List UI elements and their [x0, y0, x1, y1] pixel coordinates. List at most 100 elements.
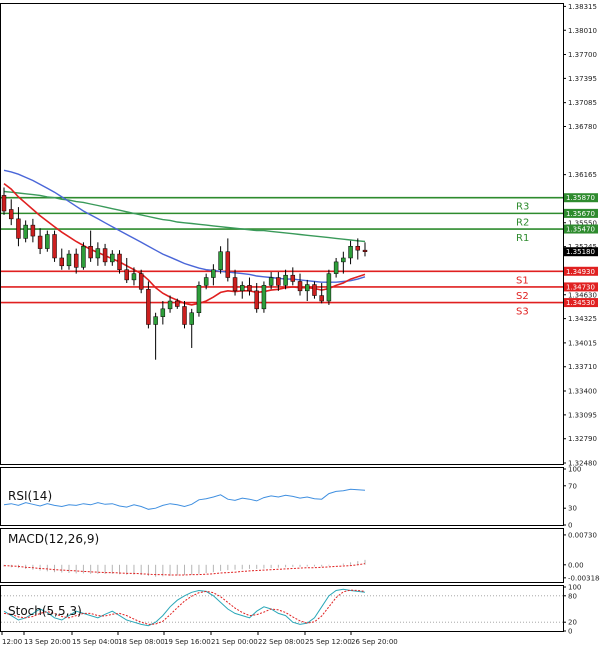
- candle-body-up: [189, 312, 194, 325]
- time-x-axis: 12:00 13 Sep 20:00 15 Sep 04:00 18 Sep 08:0…: [1, 632, 398, 646]
- candle: [175, 298, 180, 309]
- candle: [240, 281, 245, 299]
- level-price-label-s2: 1.34730: [566, 283, 595, 291]
- candle-body-down: [290, 274, 296, 282]
- candle-body-down: [1, 195, 7, 212]
- level-name-s2: S2: [516, 291, 529, 302]
- x-tick-label: 18 Sep 08:00: [118, 638, 165, 646]
- candle: [182, 301, 187, 329]
- candle: [37, 228, 43, 255]
- current-price-box: [564, 247, 598, 257]
- price-tick-label: 1.35245: [568, 243, 597, 251]
- candle-body-up: [326, 273, 332, 302]
- candle-body-down: [138, 273, 144, 290]
- candle-body-up: [348, 245, 353, 259]
- candle: [348, 240, 353, 265]
- level-name-r3: R3: [516, 202, 529, 213]
- candle: [326, 269, 332, 305]
- rsi-line: [3, 488, 366, 510]
- candle: [254, 283, 259, 313]
- candle-body-down: [175, 300, 180, 307]
- price-y-axis: 1.38315 1.38010 1.37700 1.37395 1.37085 1.367…: [563, 3, 597, 468]
- price-tick-label: 1.37700: [568, 51, 597, 59]
- macd-tick-label: 0.00: [568, 561, 584, 569]
- price-tick-label: 1.32790: [568, 435, 597, 443]
- x-tick-label: 19 Sep 16:00: [164, 638, 211, 646]
- candle: [211, 264, 216, 286]
- candle: [23, 220, 28, 243]
- candle: [66, 250, 72, 270]
- candle-body-up: [95, 248, 101, 259]
- candle: [276, 272, 281, 291]
- x-tick-label: 22 Sep 08:00: [258, 638, 305, 646]
- candle-body-down: [146, 289, 151, 325]
- candle: [16, 207, 21, 247]
- candle: [341, 251, 346, 274]
- candle: [124, 257, 129, 284]
- candle: [203, 273, 209, 290]
- candle: [167, 295, 173, 313]
- candle: [160, 301, 166, 325]
- candle-body-up: [305, 284, 310, 292]
- candle-body-down: [232, 277, 238, 292]
- candle: [95, 242, 101, 266]
- stoch-tick-label: 100: [568, 584, 581, 592]
- price-tick-label: 1.33095: [568, 411, 597, 419]
- level-price-label-s3: 1.34530: [566, 299, 595, 307]
- candle: [305, 279, 310, 302]
- candle: [261, 281, 267, 313]
- candle-body-up: [333, 261, 339, 274]
- candle: [131, 267, 137, 286]
- macd-signal-line: [3, 563, 366, 576]
- current-price-label: 1.35180: [566, 248, 595, 256]
- x-tick-label: 25 Sep 12:00: [305, 638, 352, 646]
- candle-body-down: [312, 284, 317, 296]
- candle-body-up: [268, 277, 274, 286]
- rsi-tick-label: 30: [568, 505, 577, 513]
- price-tick-label: 1.37085: [568, 99, 597, 107]
- candle-body-up: [211, 269, 216, 278]
- candle-body-down: [16, 218, 21, 239]
- candle-body-up: [167, 300, 173, 310]
- level-price-label-r1: 1.35470: [566, 226, 595, 234]
- candle: [189, 308, 194, 348]
- candle-body-up: [160, 308, 166, 317]
- candle-body-down: [117, 253, 122, 270]
- level-price-box-s3: [564, 298, 598, 308]
- candle-body-up: [203, 277, 209, 286]
- rsi-title: RSI(14): [8, 489, 52, 503]
- price-tick-label: 1.35550: [568, 219, 597, 227]
- stoch-tick-label: 20: [568, 619, 577, 627]
- candle-body-down: [225, 251, 231, 278]
- candle: [138, 269, 144, 294]
- candle: [102, 243, 108, 266]
- candle-body-down: [30, 224, 36, 237]
- price-tick-label: 1.33400: [568, 388, 597, 396]
- candle: [268, 272, 274, 290]
- candle: [225, 238, 231, 282]
- candle: [232, 269, 238, 296]
- macd-title: MACD(12,26,9): [8, 532, 99, 546]
- candle-body-down: [319, 295, 324, 302]
- candle-body-down: [276, 277, 281, 286]
- level-price-box-r2: [564, 208, 598, 218]
- candle: [1, 187, 7, 215]
- price-tick-label: 1.34325: [568, 315, 597, 323]
- candle: [52, 230, 57, 262]
- candle-body-down: [182, 306, 187, 325]
- candle-body-down: [297, 281, 303, 292]
- level-name-r2: R2: [516, 217, 529, 228]
- candle: [117, 250, 122, 274]
- stoch-tick-label: 0: [568, 628, 572, 636]
- price-tick-label: 1.33710: [568, 363, 597, 371]
- candle: [355, 238, 361, 260]
- price-tick-label: 1.34015: [568, 339, 597, 347]
- candle-body-down: [73, 253, 79, 268]
- candle: [319, 283, 324, 304]
- candle: [30, 218, 36, 243]
- candle-body-up: [341, 257, 346, 263]
- price-tick-label: 1.34630: [568, 291, 597, 299]
- candle-body-down: [59, 257, 64, 267]
- candle-body-down: [247, 285, 252, 292]
